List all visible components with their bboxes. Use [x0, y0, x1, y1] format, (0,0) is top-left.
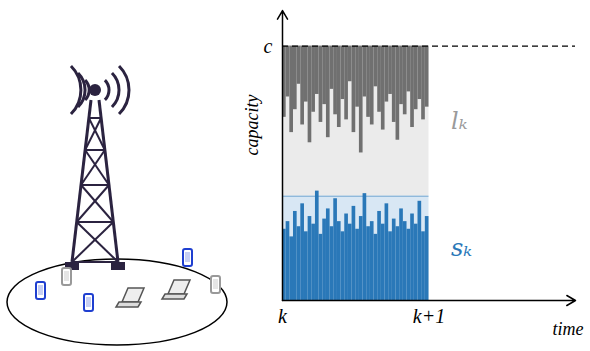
svg-text:lₖ: lₖ: [451, 107, 468, 135]
svg-text:capacity: capacity: [242, 95, 262, 156]
svg-text:k: k: [278, 305, 288, 327]
svg-text:k+1: k+1: [413, 305, 445, 327]
svg-text:c: c: [264, 35, 273, 57]
svg-text:time: time: [553, 319, 584, 339]
svg-text:sₖ: sₖ: [451, 234, 472, 262]
